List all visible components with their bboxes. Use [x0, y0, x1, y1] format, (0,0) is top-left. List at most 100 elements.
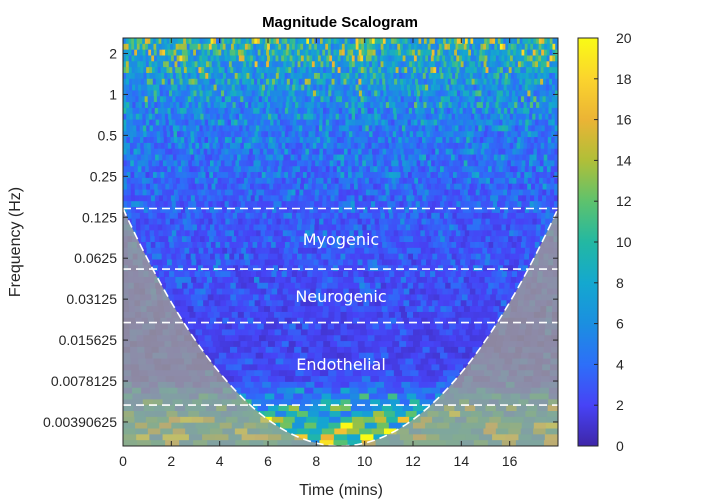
heatmap-cell — [465, 154, 470, 161]
heatmap-cell — [332, 113, 337, 120]
heatmap-cell — [546, 72, 550, 80]
heatmap-cell — [554, 107, 558, 115]
heatmap-cell — [433, 119, 438, 126]
heatmap-cell — [247, 207, 252, 214]
heatmap-cell — [487, 148, 492, 155]
heatmap-cell — [181, 236, 187, 243]
heatmap-cell — [134, 49, 138, 56]
heatmap-cell — [326, 137, 331, 144]
heatmap-cell — [554, 177, 558, 185]
heatmap-cell — [535, 113, 540, 120]
heatmap-cell — [466, 61, 470, 68]
heatmap-cell — [311, 189, 316, 196]
heatmap-cell — [255, 96, 260, 103]
heatmap-cell — [438, 230, 443, 237]
heatmap-cell — [265, 125, 270, 132]
heatmap-cell — [375, 43, 379, 51]
heatmap-cell — [261, 55, 265, 62]
heatmap-cell — [331, 247, 337, 255]
heatmap-cell — [211, 230, 217, 237]
heatmap-cell — [317, 55, 322, 62]
heatmap-cell — [468, 218, 474, 225]
heatmap-cell — [329, 172, 334, 179]
heatmap-cell — [378, 247, 384, 255]
heatmap-cell — [269, 107, 273, 115]
heatmap-cell — [548, 102, 553, 109]
heatmap-cell — [216, 218, 222, 225]
heatmap-cell — [401, 154, 406, 161]
heatmap-cell — [295, 38, 299, 45]
heatmap-cell — [459, 177, 464, 185]
heatmap-cell — [448, 189, 453, 196]
heatmap-cell — [242, 78, 246, 86]
heatmap-cell — [418, 265, 424, 272]
heatmap-cell — [449, 137, 454, 144]
heatmap-cell — [327, 224, 333, 231]
heatmap-cell — [130, 172, 135, 179]
heatmap-cell — [265, 107, 270, 115]
heatmap-cell — [475, 224, 481, 231]
heatmap-cell — [225, 72, 230, 80]
heatmap-cell — [219, 55, 223, 62]
heatmap-cell — [407, 148, 412, 155]
heatmap-cell — [409, 61, 413, 68]
heatmap-cell — [169, 102, 174, 109]
heatmap-cell — [414, 242, 420, 249]
heatmap-cell — [284, 38, 288, 45]
heatmap-cell — [402, 107, 406, 115]
heatmap-cell — [393, 38, 397, 45]
heatmap-cell — [306, 172, 311, 179]
heatmap-cell — [337, 142, 341, 150]
heatmap-cell — [164, 78, 169, 86]
heatmap-cell — [325, 90, 329, 97]
heatmap-cell — [330, 43, 334, 51]
heatmap-cell — [372, 212, 377, 220]
heatmap-cell — [358, 201, 364, 208]
heatmap-cell — [513, 43, 517, 51]
heatmap-cell — [442, 160, 447, 167]
heatmap-cell — [531, 72, 535, 80]
heatmap-cell — [495, 253, 501, 260]
heatmap-cell — [223, 183, 228, 190]
heatmap-cell — [172, 119, 176, 126]
heatmap-cell — [305, 142, 310, 150]
heatmap-cell — [305, 224, 311, 231]
heatmap-cell — [216, 230, 222, 237]
heatmap-cell — [465, 271, 472, 278]
heatmap-cell — [312, 242, 318, 249]
heatmap-cell — [263, 61, 267, 68]
heatmap-cell — [160, 96, 164, 103]
heatmap-cell — [329, 166, 334, 173]
heatmap-cell — [442, 67, 446, 74]
heatmap-cell — [285, 49, 289, 56]
heatmap-cell — [474, 242, 480, 249]
heatmap-cell — [237, 212, 242, 220]
heatmap-cell — [351, 148, 355, 155]
heatmap-cell — [342, 207, 348, 214]
heatmap-cell — [224, 119, 229, 126]
heatmap-cell — [273, 119, 278, 126]
heatmap-cell — [335, 102, 340, 109]
heatmap-cell — [309, 119, 314, 126]
heatmap-cell — [168, 207, 174, 214]
heatmap-cell — [435, 212, 441, 220]
heatmap-cell — [142, 125, 147, 132]
heatmap-cell — [171, 61, 175, 68]
heatmap-cell — [132, 113, 137, 120]
heatmap-cell — [383, 154, 388, 161]
heatmap-cell — [504, 78, 508, 86]
heatmap-cell — [505, 201, 510, 208]
heatmap-cell — [328, 125, 333, 132]
heatmap-cell — [522, 72, 527, 80]
heatmap-cell — [436, 224, 441, 231]
heatmap-cell — [427, 212, 432, 220]
heatmap-cell — [327, 271, 334, 278]
heatmap-cell — [133, 131, 137, 138]
heatmap-cell — [218, 207, 223, 214]
heatmap-cell — [317, 67, 321, 74]
heatmap-cell — [266, 49, 270, 56]
heatmap-cell — [160, 137, 165, 144]
heatmap-cell — [519, 43, 523, 51]
heatmap-cell — [334, 189, 339, 196]
heatmap-cell — [337, 61, 341, 68]
